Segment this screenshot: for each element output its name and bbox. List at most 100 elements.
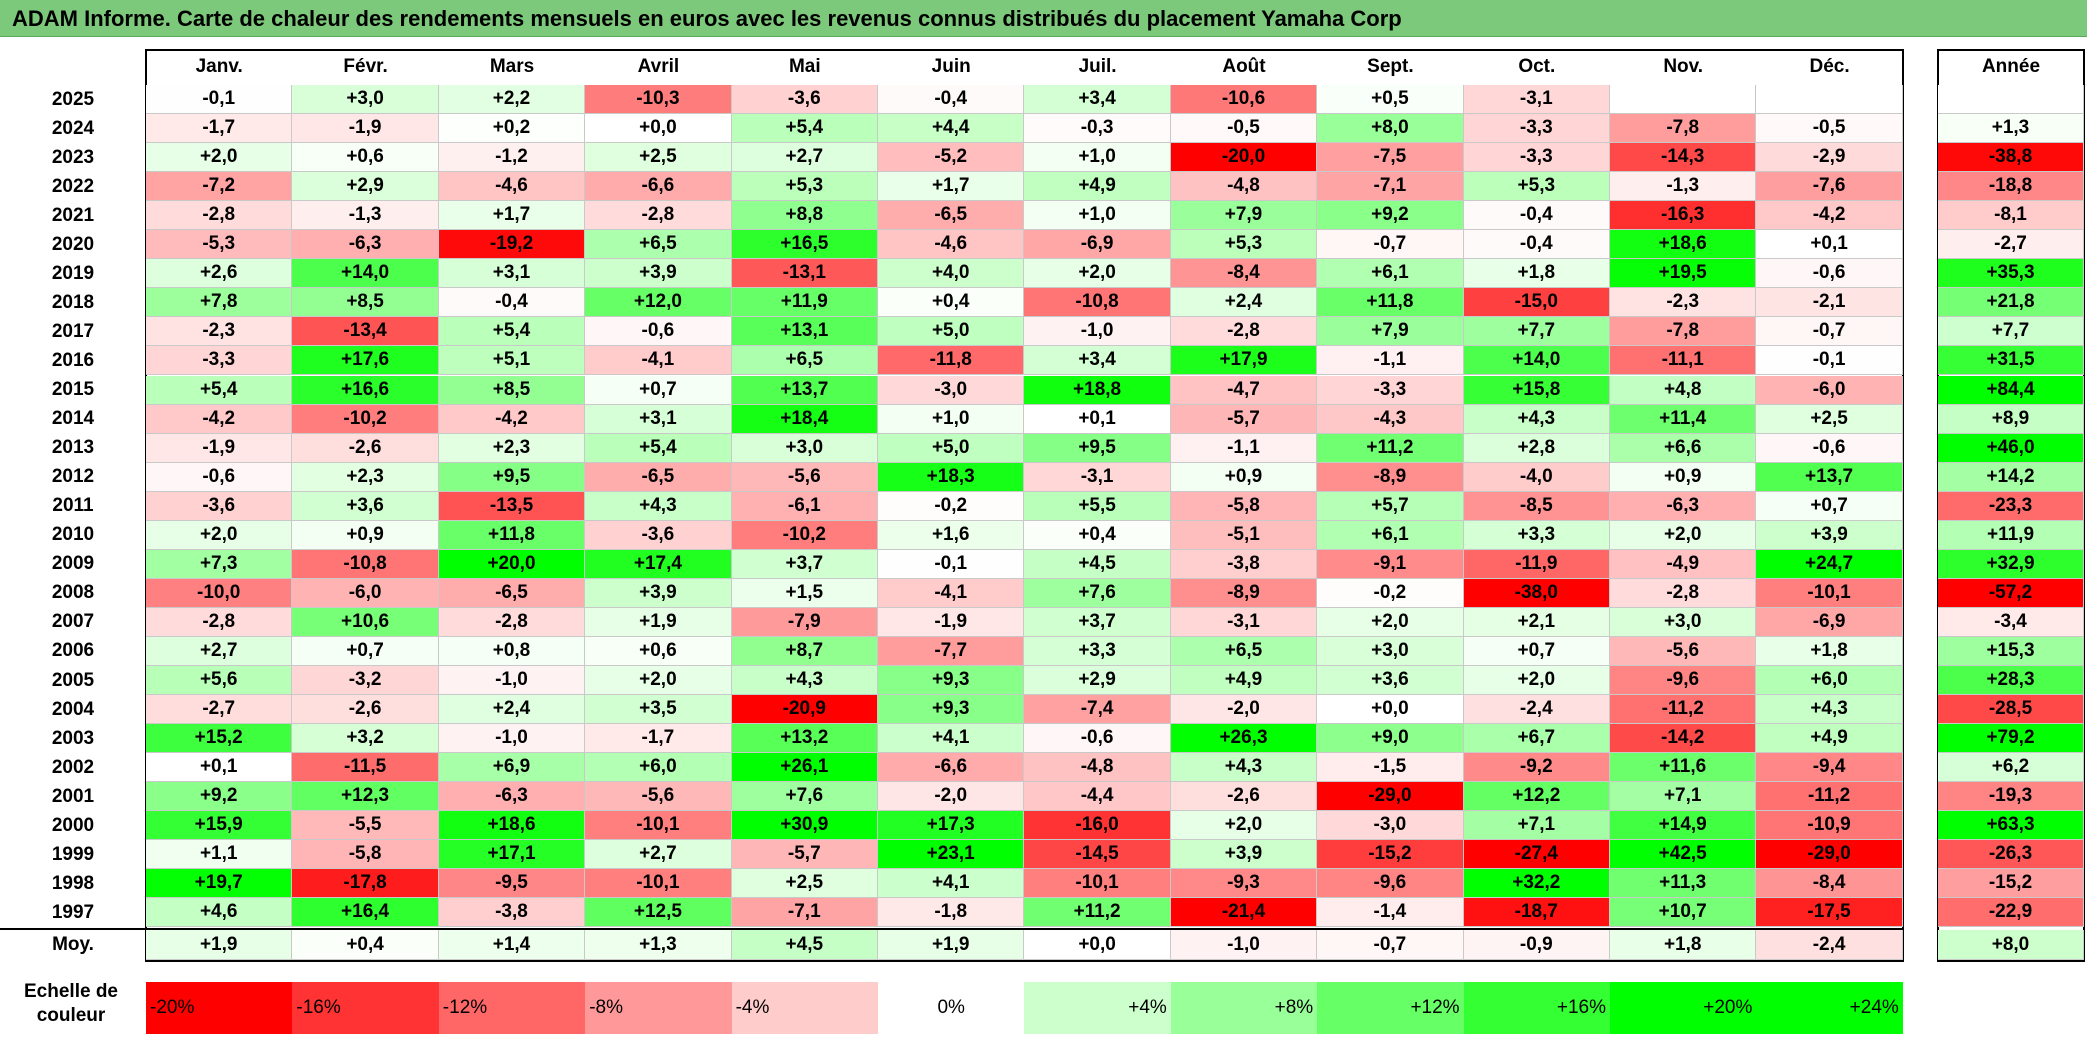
heatmap-cell: -0,4 — [1463, 230, 1610, 260]
heatmap-cell: -3,1 — [1170, 607, 1318, 637]
heatmap-cell: -7,9 — [731, 607, 878, 637]
heatmap-cell: +5,4 — [585, 433, 732, 463]
row-year-label: 2000 — [51, 814, 95, 836]
heatmap-cell: -3,0 — [878, 375, 1025, 405]
heatmap-cell: +4,3 — [731, 666, 878, 696]
heatmap-cell: +5,4 — [146, 375, 293, 405]
heatmap-cell: +3,1 — [438, 259, 586, 289]
heatmap-cell: +11,2 — [1024, 898, 1171, 928]
heatmap-cell: +2,7 — [146, 636, 293, 666]
heatmap-cell: +11,8 — [1317, 288, 1464, 318]
row-year-label: 2016 — [51, 349, 95, 371]
average-cell: +1,9 — [146, 930, 293, 961]
column-header: Mai — [788, 56, 821, 77]
heatmap-cell: +3,9 — [1170, 840, 1318, 870]
heatmap-cell: +17,9 — [1170, 346, 1318, 376]
heatmap-cell: +18,6 — [438, 811, 586, 841]
heatmap-cell: +3,0 — [1317, 636, 1464, 666]
heatmap-cell: +1,8 — [1756, 636, 1903, 666]
row-year-label: 2004 — [51, 698, 95, 720]
heatmap-cell: -7,1 — [1317, 172, 1464, 202]
heatmap-cell: +12,3 — [292, 782, 439, 812]
heatmap-cell: -6,9 — [1024, 230, 1171, 260]
row-year-label: 2015 — [51, 379, 95, 401]
heatmap-cell: +11,6 — [1610, 753, 1757, 783]
annual-cell — [1938, 85, 2084, 115]
heatmap-cell: -9,5 — [438, 869, 586, 899]
heatmap-cell: +4,1 — [878, 869, 1025, 899]
heatmap-cell: +3,7 — [1024, 607, 1171, 637]
heatmap-grid — [145, 49, 1904, 963]
heatmap-cell: +17,4 — [585, 549, 732, 579]
heatmap-cell: -5,6 — [731, 462, 878, 492]
heatmap-cell: -7,8 — [1610, 114, 1757, 144]
legend-swatch: 0% — [878, 982, 1025, 1034]
heatmap-cell: -15,0 — [1463, 288, 1610, 318]
heatmap-cell: +2,0 — [146, 520, 293, 550]
heatmap-cell: -0,4 — [878, 85, 1025, 115]
annual-cell: -19,3 — [1938, 782, 2084, 812]
heatmap-cell: -1,3 — [292, 201, 439, 231]
heatmap-cell: +6,0 — [585, 753, 732, 783]
heatmap-cell: -8,5 — [1463, 491, 1610, 521]
heatmap-cell: -3,3 — [1463, 114, 1610, 144]
heatmap-cell: -3,6 — [585, 520, 732, 550]
heatmap-cell: -15,2 — [1317, 840, 1464, 870]
heatmap-cell: -0,1 — [878, 549, 1025, 579]
heatmap-cell: +2,0 — [1170, 811, 1318, 841]
heatmap-cell: +0,7 — [585, 375, 732, 405]
heatmap-cell: -10,2 — [731, 520, 878, 550]
annual-cell: +7,7 — [1938, 317, 2084, 347]
heatmap-cell: +26,3 — [1170, 724, 1318, 754]
heatmap-cell: +11,8 — [438, 520, 586, 550]
row-year-label: 1997 — [51, 901, 95, 923]
heatmap-cell: -10,1 — [585, 869, 732, 899]
heatmap-cell: +4,9 — [1756, 724, 1903, 754]
annual-cell: +14,2 — [1938, 462, 2084, 492]
heatmap-cell: +3,6 — [1317, 666, 1464, 696]
heatmap-cell: -6,6 — [585, 172, 732, 202]
heatmap-cell: -0,3 — [1024, 114, 1171, 144]
chart-title: ADAM Informe. Carte de chaleur des rende… — [12, 6, 1402, 31]
heatmap-cell: +30,9 — [731, 811, 878, 841]
heatmap-cell: -16,0 — [1024, 811, 1171, 841]
row-year-label: 2019 — [51, 262, 95, 284]
heatmap-cell: +1,7 — [438, 201, 586, 231]
heatmap-cell: -7,6 — [1756, 172, 1903, 202]
heatmap-cell: +7,1 — [1610, 782, 1757, 812]
heatmap-cell: +4,3 — [1463, 404, 1610, 434]
column-header: Mars — [489, 56, 535, 77]
heatmap-cell: +2,0 — [1610, 520, 1757, 550]
heatmap-cell: -27,4 — [1463, 840, 1610, 870]
heatmap-cell: +7,7 — [1463, 317, 1610, 347]
heatmap-cell: +12,0 — [585, 288, 732, 318]
heatmap-cell: +4,6 — [146, 898, 293, 928]
heatmap-cell: -0,7 — [1756, 317, 1903, 347]
heatmap-cell: -4,9 — [1610, 549, 1757, 579]
heatmap-cell: +6,1 — [1317, 259, 1464, 289]
heatmap-cell: -2,1 — [1756, 288, 1903, 318]
heatmap-cell: +0,1 — [1024, 404, 1171, 434]
average-row-label: Moy. — [52, 934, 94, 956]
row-year-label: 1998 — [51, 872, 95, 894]
heatmap-cell: +0,0 — [1317, 695, 1464, 725]
heatmap-cell: +14,0 — [1463, 346, 1610, 376]
legend-swatch: +16% — [1463, 982, 1610, 1034]
heatmap-cell: +1,6 — [878, 520, 1025, 550]
annual-cell: -8,1 — [1938, 201, 2084, 231]
heatmap-cell: -5,6 — [1610, 636, 1757, 666]
row-year-label: 2021 — [51, 204, 95, 226]
row-year-label: 2008 — [51, 582, 95, 604]
heatmap-cell: +16,6 — [292, 375, 439, 405]
row-year-label: 1999 — [51, 843, 95, 865]
heatmap-cell: +0,9 — [1170, 462, 1318, 492]
heatmap-cell: +8,8 — [731, 201, 878, 231]
heatmap-cell: +15,8 — [1463, 375, 1610, 405]
annual-cell: +21,8 — [1938, 288, 2084, 318]
heatmap-cell: -10,1 — [585, 811, 732, 841]
heatmap-cell: +3,4 — [1024, 85, 1171, 115]
heatmap-cell: -3,6 — [731, 85, 878, 115]
heatmap-cell: -5,7 — [1170, 404, 1318, 434]
heatmap-cell: +7,3 — [146, 549, 293, 579]
heatmap-cell: -0,5 — [1756, 114, 1903, 144]
